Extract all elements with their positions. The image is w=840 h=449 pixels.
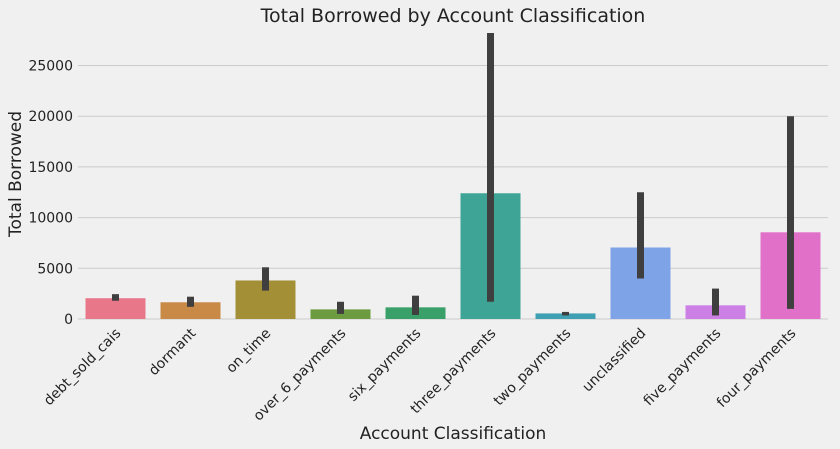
chart-title: Total Borrowed by Account Classification: [260, 5, 646, 27]
x-axis-label: Account Classification: [360, 424, 547, 444]
error-bars: [112, 33, 794, 316]
x-tick-label: two_payments: [491, 326, 575, 410]
x-tick-label: five_payments: [641, 326, 725, 410]
y-tick-label: 10000: [28, 211, 73, 227]
x-tick-label: six_payments: [345, 326, 424, 405]
x-tick-label: on_time: [223, 326, 274, 377]
x-axis-ticks: debt_sold_cais dormant on_timeover_6_payme…: [41, 325, 799, 424]
bars: [85, 193, 821, 319]
bar-two_payments: [535, 313, 596, 319]
x-tick-label: dormant: [146, 325, 200, 379]
y-tick-label: 25000: [28, 58, 73, 74]
y-tick-label: 5000: [37, 261, 73, 277]
x-tick-label: debt_sold_cais: [41, 326, 124, 409]
y-tick-label: 15000: [28, 160, 73, 176]
y-axis-label: Total Borrowed: [6, 111, 26, 238]
x-tick-label: four_payments: [714, 326, 799, 411]
bar-over_6_payments: [310, 309, 371, 319]
x-tick-label: unclassified: [580, 326, 650, 396]
bar-debt_sold_cais: [85, 298, 146, 319]
y-axis-ticks: 0 5000 10000 15000 20000 25000: [28, 58, 73, 328]
y-tick-label: 0: [64, 312, 73, 328]
grid: [78, 64, 828, 320]
y-tick-label: 20000: [28, 109, 73, 125]
bar-dormant: [160, 302, 221, 319]
